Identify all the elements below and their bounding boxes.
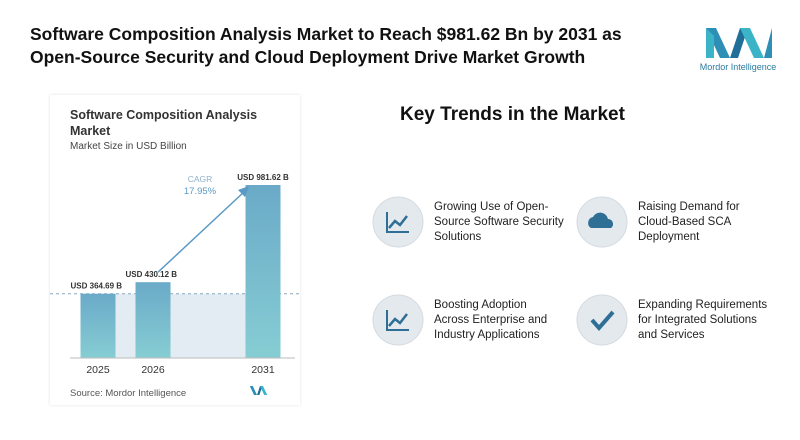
trend-icon	[576, 196, 628, 248]
cagr-value: 17.95%	[184, 186, 217, 197]
logo-part	[249, 386, 257, 395]
chart: USD 364.69 B 2025 USD 430.12 B 2026 USD 981.…	[50, 173, 300, 395]
trends-title: Key Trends in the Market	[400, 104, 625, 125]
value-label: USD 364.69 B	[71, 282, 123, 291]
chart-title: Software Composition Analysis Market	[70, 108, 258, 138]
logo-part	[260, 386, 268, 395]
cagr-label: CAGR	[188, 174, 213, 184]
logo-part	[257, 386, 263, 395]
bar	[80, 293, 116, 358]
logo-text: Mordor Intelligence	[700, 62, 776, 72]
trend-icon	[372, 196, 424, 248]
x-tick-label: 2025	[86, 364, 110, 376]
trend-text: Boosting Adoption Across Enterprise and …	[434, 298, 548, 341]
bar	[245, 185, 281, 358]
chart-panel: Software Composition Analysis Market Mar…	[50, 95, 300, 405]
trend-text: Expanding Requirements for Integrated So…	[638, 298, 768, 341]
value-label: USD 981.62 B	[237, 173, 289, 182]
headline: Open-Source Security and Cloud Deploymen…	[30, 47, 586, 67]
value-label: USD 430.12 B	[126, 270, 178, 279]
mini-logo	[249, 386, 268, 395]
source: Source: Mordor Intelligence	[70, 388, 187, 399]
chart-subtitle: Market Size in USD Billion	[70, 141, 187, 152]
logo: Mordor Intelligence	[700, 28, 776, 72]
trend-text: Raising Demand for Cloud-Based SCA Deplo…	[638, 200, 740, 243]
bar	[135, 282, 171, 358]
x-tick-label: 2031	[251, 364, 275, 376]
trend-icon	[576, 294, 628, 346]
arrow-head	[238, 186, 249, 197]
cagr-arrow	[157, 190, 246, 273]
x-tick-label: 2026	[141, 364, 165, 376]
trend-text: Growing Use of Open-Source Software Secu…	[434, 200, 564, 243]
headline: Software Composition Analysis Market to …	[30, 24, 622, 44]
trend-icon	[372, 294, 424, 346]
